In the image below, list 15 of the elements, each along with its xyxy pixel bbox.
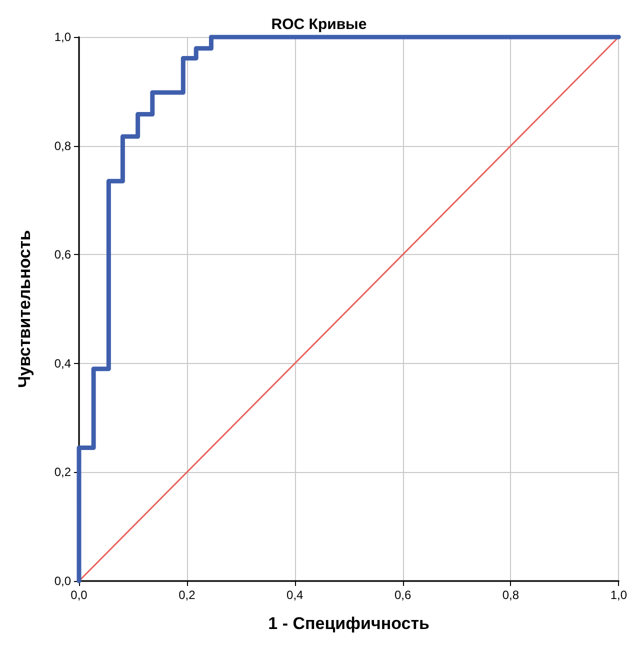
y-tick-label: 0,0 bbox=[54, 574, 72, 588]
y-tick-label: 1,0 bbox=[54, 30, 72, 44]
y-tick-label: 0,8 bbox=[54, 138, 72, 153]
y-tick-label: 0,4 bbox=[54, 356, 72, 370]
y-tick-label: 0,6 bbox=[54, 248, 72, 262]
x-tick-label: 0,0 bbox=[70, 588, 88, 602]
x-tick-label: 0,4 bbox=[286, 588, 304, 602]
x-tick-label: 1,0 bbox=[610, 588, 628, 602]
x-tick-label: 0,6 bbox=[394, 588, 412, 602]
x-tick-label: 0,2 bbox=[178, 588, 196, 602]
x-axis-title: 1 - Специфичность bbox=[268, 614, 430, 633]
y-tick-label: 0,2 bbox=[54, 465, 72, 480]
x-tick-label: 0,8 bbox=[502, 588, 520, 602]
y-axis-title: Чувствительность bbox=[15, 230, 34, 388]
chart-title: ROC Кривые bbox=[271, 16, 367, 33]
